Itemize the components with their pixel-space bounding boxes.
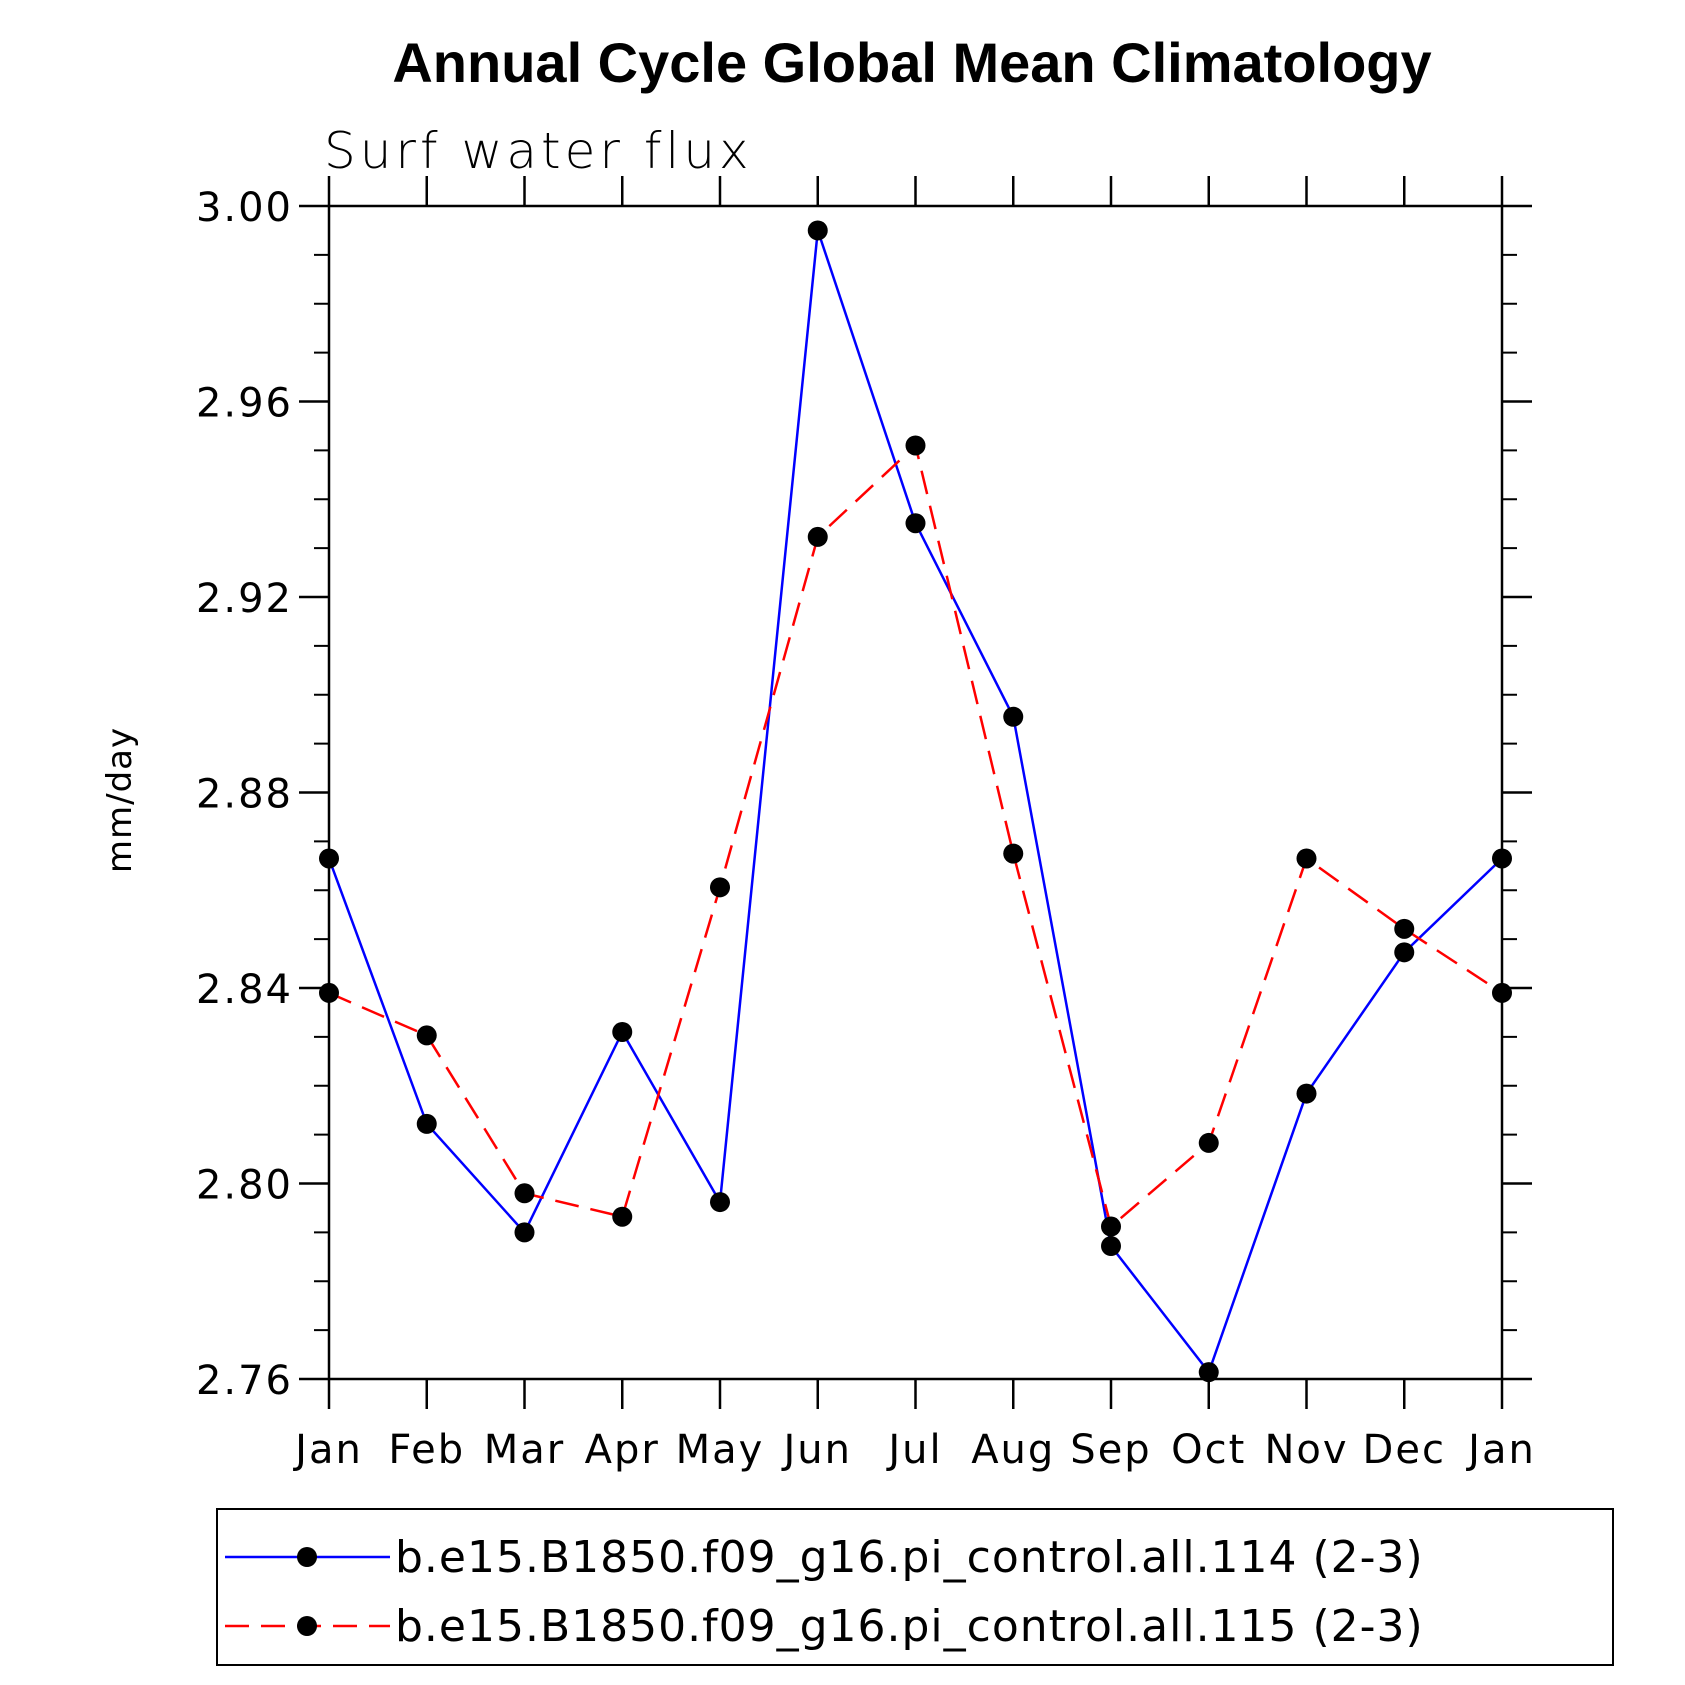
plot-frame bbox=[327, 204, 1504, 1381]
y-tick-label: 2.84 bbox=[196, 967, 293, 1013]
data-point-series-1 bbox=[807, 220, 828, 241]
data-point-series-2 bbox=[514, 1183, 535, 1204]
data-point-series-1 bbox=[1394, 942, 1415, 963]
data-point-series-1 bbox=[416, 1113, 437, 1134]
y-tick-label: 2.88 bbox=[196, 772, 293, 818]
x-tick-label: Jun bbox=[781, 1427, 853, 1473]
data-point-series-2 bbox=[1296, 848, 1317, 869]
legend-marker-series-1 bbox=[297, 1547, 317, 1567]
x-tick-label: Dec bbox=[1363, 1427, 1446, 1473]
data-point-series-2 bbox=[1101, 1216, 1121, 1237]
x-tick-label: Nov bbox=[1264, 1427, 1348, 1473]
data-point-series-1 bbox=[905, 513, 926, 534]
axis-ticks bbox=[299, 176, 1532, 1409]
data-point-series-2 bbox=[612, 1206, 633, 1227]
legend-label-series-2: b.e15.B1850.f09_g16.pi_control.all.115 (… bbox=[395, 1601, 1424, 1652]
chart-title: Annual Cycle Global Mean Climatology bbox=[392, 31, 1431, 94]
y-tick-label: 2.76 bbox=[196, 1358, 293, 1404]
x-tick-label: Aug bbox=[971, 1427, 1055, 1473]
y-tick-label: 2.92 bbox=[196, 576, 293, 622]
data-point-series-2 bbox=[416, 1025, 437, 1046]
y-tick-label: 3.00 bbox=[196, 185, 293, 231]
x-tick-label: Jan bbox=[292, 1427, 363, 1473]
data-point-series-1 bbox=[710, 1192, 730, 1213]
x-tick-label: Oct bbox=[1171, 1427, 1246, 1473]
data-point-series-2 bbox=[807, 526, 828, 547]
data-point-series-1 bbox=[1003, 706, 1024, 727]
y-axis-label: mm/day bbox=[100, 727, 140, 873]
data-point-series-2 bbox=[710, 877, 730, 898]
data-point-series-2 bbox=[1003, 843, 1024, 864]
x-tick-label: Mar bbox=[484, 1427, 565, 1473]
legend-box bbox=[216, 1508, 1614, 1666]
data-point-series-1 bbox=[612, 1021, 633, 1042]
data-point-series-2 bbox=[1198, 1132, 1219, 1153]
y-tick-label: 2.96 bbox=[196, 381, 293, 427]
legend: b.e15.B1850.f09_g16.pi_control.all.114 (… bbox=[216, 1508, 1614, 1666]
x-tick-label: Sep bbox=[1070, 1427, 1151, 1473]
chart-subtitle: Surf water flux bbox=[324, 122, 753, 180]
x-tick-label: Feb bbox=[388, 1427, 465, 1473]
data-point-series-1 bbox=[1198, 1362, 1219, 1383]
data-point-series-1 bbox=[1101, 1236, 1121, 1257]
y-tick-labels: 2.76 2.80 2.84 2.88 2.92 2.96 3.00 bbox=[196, 185, 293, 1404]
data-point-series-2 bbox=[905, 435, 926, 456]
y-tick-label: 2.80 bbox=[196, 1163, 293, 1209]
x-tick-label: Jul bbox=[885, 1427, 942, 1473]
x-tick-label: May bbox=[676, 1427, 765, 1473]
x-tick-labels: Jan Feb Mar Apr May Jun Jul Aug Sep Oct Nov Dec Jan bbox=[292, 1427, 1536, 1473]
data-point-series-1 bbox=[514, 1222, 535, 1243]
legend-marker-series-2 bbox=[297, 1616, 317, 1636]
legend-label-series-1: b.e15.B1850.f09_g16.pi_control.all.114 (… bbox=[395, 1532, 1424, 1583]
series-line-2 bbox=[328, 443, 1503, 1229]
x-tick-label: Jan bbox=[1465, 1427, 1536, 1473]
series-layer bbox=[319, 220, 1512, 1383]
x-tick-label: Apr bbox=[585, 1427, 660, 1473]
data-point-series-1 bbox=[1296, 1083, 1317, 1104]
series-line-1 bbox=[327, 230, 1503, 1375]
data-point-series-2 bbox=[1394, 918, 1415, 939]
